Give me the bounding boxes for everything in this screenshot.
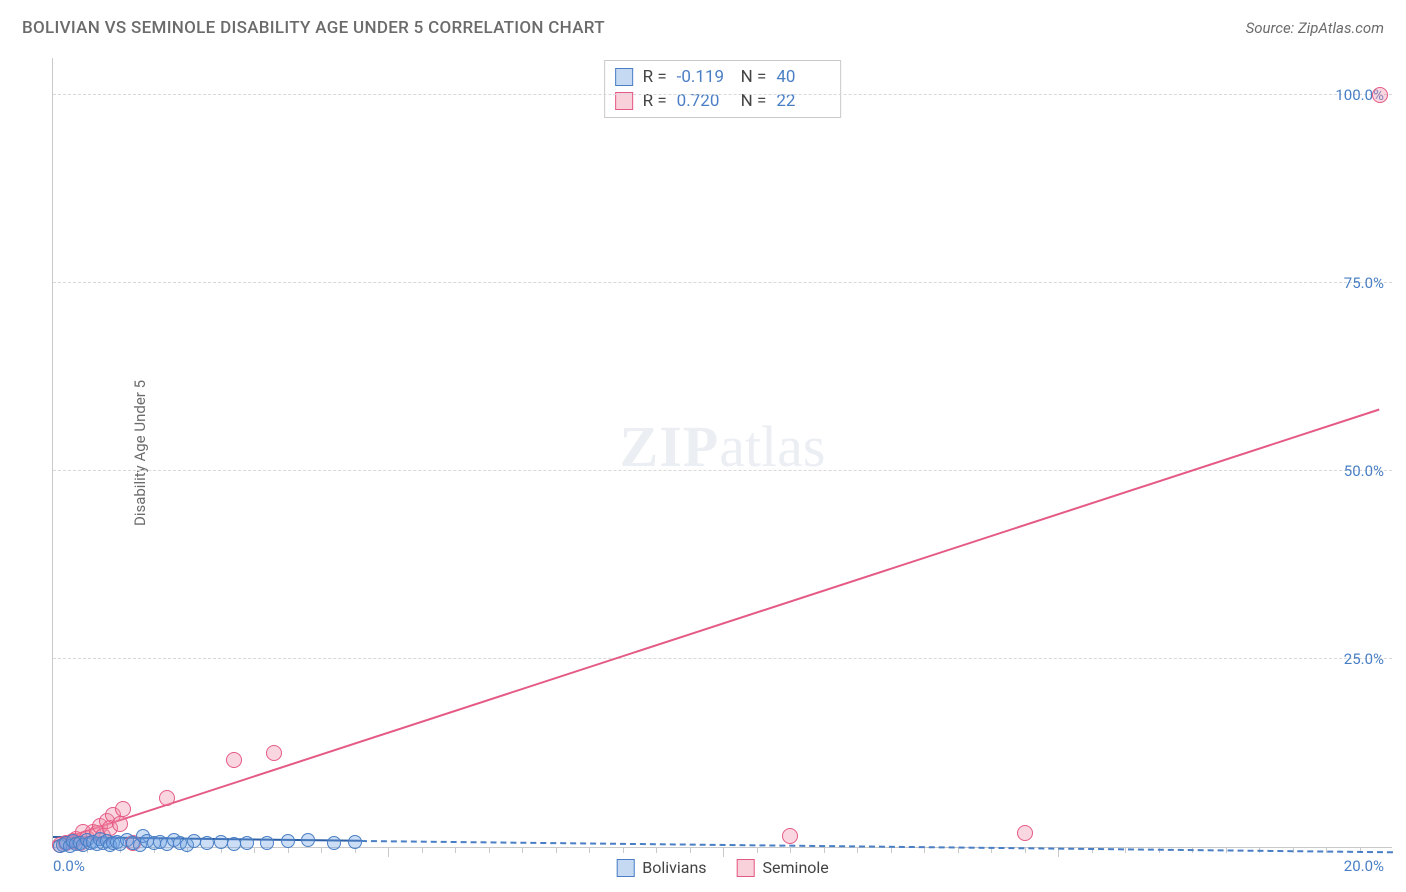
- x-tick-major: [388, 847, 389, 857]
- legend-item-seminole: Seminole: [737, 858, 829, 877]
- x-tick-minor: [656, 847, 657, 853]
- x-tick-minor: [321, 847, 322, 853]
- gridline: [53, 282, 1392, 283]
- x-tick-minor: [254, 847, 255, 853]
- x-tick-minor: [556, 847, 557, 853]
- x-tick-minor: [455, 847, 456, 853]
- stats-row-bolivians: R = -0.119 N = 40: [615, 65, 831, 89]
- trendline: [53, 409, 1380, 844]
- scatter-point: [260, 836, 274, 850]
- swatch-pink-icon: [615, 92, 633, 110]
- swatch-pink-icon: [737, 859, 755, 877]
- x-tick-minor: [757, 847, 758, 853]
- scatter-point: [327, 836, 341, 850]
- y-tick-label: 75.0%: [1344, 274, 1384, 292]
- gridline: [53, 658, 1392, 659]
- swatch-blue-icon: [616, 859, 634, 877]
- scatter-point: [782, 828, 798, 844]
- y-tick-label: 50.0%: [1344, 462, 1384, 480]
- x-tick-minor: [522, 847, 523, 853]
- x-tick-minor: [422, 847, 423, 853]
- scatter-point: [1372, 87, 1388, 103]
- scatter-point: [187, 834, 201, 848]
- x-tick-minor: [790, 847, 791, 853]
- x-tick-minor: [824, 847, 825, 853]
- scatter-point: [214, 835, 228, 849]
- legend: Bolivians Seminole: [616, 858, 829, 877]
- chart-title: BOLIVIAN VS SEMINOLE DISABILITY AGE UNDE…: [22, 18, 605, 38]
- x-tick-minor: [489, 847, 490, 853]
- scatter-point: [281, 834, 295, 848]
- x-tick-minor: [857, 847, 858, 853]
- x-axis-min-label: 0.0%: [53, 857, 85, 875]
- x-tick-minor: [623, 847, 624, 853]
- y-tick-label: 25.0%: [1344, 650, 1384, 668]
- scatter-point: [226, 752, 242, 768]
- y-axis-label: Disability Age Under 5: [131, 379, 149, 525]
- scatter-point: [266, 745, 282, 761]
- scatter-point: [112, 816, 128, 832]
- scatter-point: [115, 801, 131, 817]
- scatter-point: [1017, 825, 1033, 841]
- swatch-blue-icon: [615, 68, 633, 86]
- chart-plot-area: Disability Age Under 5 ZIPatlas R = -0.1…: [52, 58, 1392, 848]
- scatter-point: [240, 836, 254, 850]
- x-axis-max-label: 20.0%: [1344, 857, 1384, 875]
- scatter-point: [200, 836, 214, 850]
- stats-row-seminole: R = 0.720 N = 22: [615, 89, 831, 113]
- source-label: Source: ZipAtlas.com: [1246, 19, 1384, 37]
- scatter-point: [227, 837, 241, 851]
- x-tick-major: [723, 847, 724, 857]
- scatter-point: [159, 790, 175, 806]
- trendline: [361, 840, 1393, 853]
- scatter-point: [348, 835, 362, 849]
- x-tick-minor: [690, 847, 691, 853]
- x-tick-minor: [891, 847, 892, 853]
- x-tick-minor: [589, 847, 590, 853]
- gridline: [53, 94, 1392, 95]
- legend-item-bolivians: Bolivians: [616, 858, 706, 877]
- scatter-point: [301, 833, 315, 847]
- correlation-stats-box: R = -0.119 N = 40 R = 0.720 N = 22: [604, 60, 842, 118]
